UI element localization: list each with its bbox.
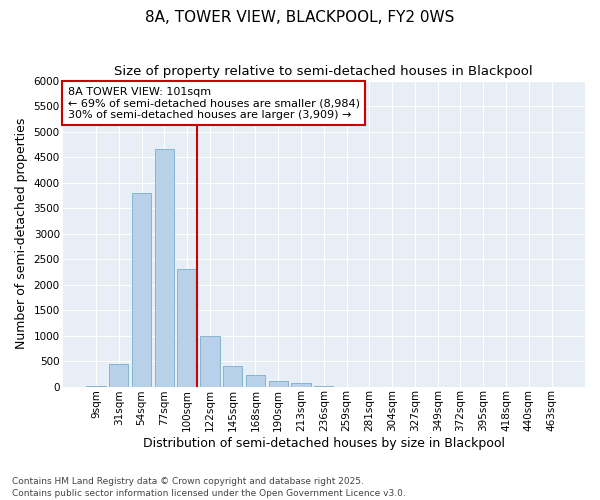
Bar [132,193,151,386]
Text: Contains HM Land Registry data © Crown copyright and database right 2025.
Contai: Contains HM Land Registry data © Crown c… [12,476,406,498]
Bar [269,382,288,386]
Title: Size of property relative to semi-detached houses in Blackpool: Size of property relative to semi-detach… [115,65,533,78]
Bar [109,364,128,386]
Text: 8A TOWER VIEW: 101sqm
← 69% of semi-detached houses are smaller (8,984)
30% of s: 8A TOWER VIEW: 101sqm ← 69% of semi-deta… [68,86,360,120]
Bar [178,269,197,386]
Y-axis label: Number of semi-detached properties: Number of semi-detached properties [15,118,28,349]
X-axis label: Distribution of semi-detached houses by size in Blackpool: Distribution of semi-detached houses by … [143,437,505,450]
Bar [223,366,242,386]
Bar [292,384,311,386]
Bar [155,150,174,386]
Bar [246,375,265,386]
Bar [200,336,220,386]
Text: 8A, TOWER VIEW, BLACKPOOL, FY2 0WS: 8A, TOWER VIEW, BLACKPOOL, FY2 0WS [145,10,455,25]
